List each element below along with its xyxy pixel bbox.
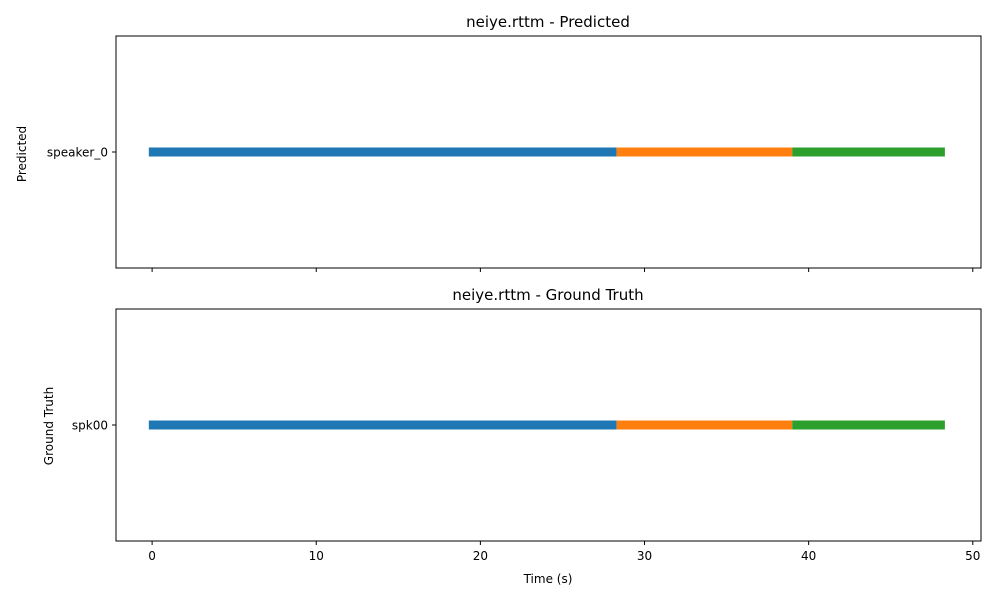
ground-truth-x-ticks: 0 10 20 30 40 50 (148, 541, 980, 563)
ground-truth-x-tick-label: 40 (801, 549, 816, 563)
ground-truth-panel: neiye.rttm - Ground Truth Ground Truth T… (42, 286, 982, 586)
predicted-row-labels: speaker_0 (47, 146, 116, 160)
ground-truth-x-tick-label: 20 (473, 549, 488, 563)
ground-truth-x-tick-label: 0 (148, 549, 156, 563)
predicted-plot-frame (115, 35, 982, 269)
predicted-segments (148, 147, 945, 157)
predicted-segment-2 (616, 147, 793, 157)
ground-truth-title: neiye.rttm - Ground Truth (452, 286, 643, 304)
ground-truth-row-label: spk00 (72, 419, 108, 433)
ground-truth-x-tick-label: 50 (965, 549, 980, 563)
x-axis-label: Time (s) (523, 572, 573, 586)
ground-truth-segment-1 (148, 420, 617, 430)
predicted-title: neiye.rttm - Predicted (466, 13, 630, 31)
predicted-ylabel: Predicted (15, 126, 29, 182)
ground-truth-x-tick-label: 10 (309, 549, 324, 563)
ground-truth-x-tick-label: 30 (637, 549, 652, 563)
ground-truth-segments (148, 420, 945, 430)
ground-truth-ylabel: Ground Truth (42, 387, 56, 465)
predicted-segment-3 (792, 147, 945, 157)
ground-truth-segment-2 (616, 420, 793, 430)
predicted-row-label: speaker_0 (47, 146, 108, 160)
ground-truth-row-labels: spk00 (72, 419, 116, 433)
predicted-segment-1 (148, 147, 617, 157)
ground-truth-segment-3 (792, 420, 945, 430)
predicted-x-ticks (151, 268, 974, 272)
ground-truth-plot-frame (115, 308, 982, 542)
predicted-panel: neiye.rttm - Predicted Predicted speaker… (15, 13, 982, 272)
